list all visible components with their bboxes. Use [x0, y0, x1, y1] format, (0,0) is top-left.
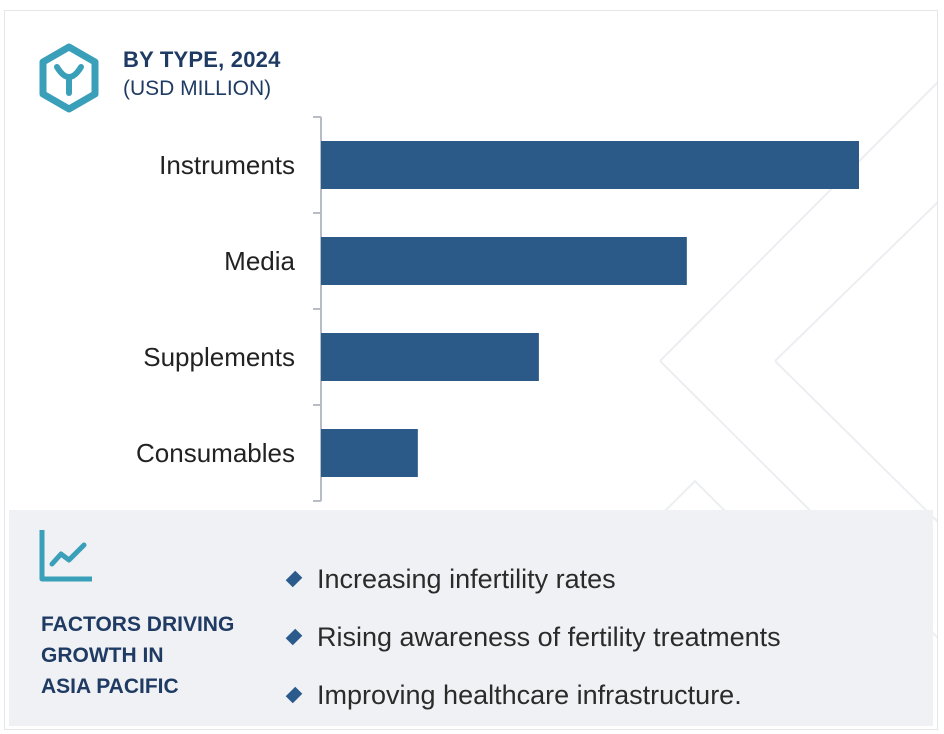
trend-chart-icon — [39, 530, 92, 582]
category-tick-label: Supplements — [143, 342, 295, 372]
bar — [321, 333, 539, 381]
category-tick-label: Instruments — [159, 150, 295, 180]
bar — [321, 429, 418, 477]
factors-heading-line: ASIA PACIFIC — [41, 675, 179, 698]
bar — [321, 141, 859, 189]
factors-heading-line: GROWTH IN — [41, 644, 164, 667]
factor-text: Increasing infertility rates — [317, 563, 616, 594]
category-tick-label: Media — [224, 246, 295, 276]
hexagon-y-logo-icon — [39, 43, 99, 113]
chart-title: BY TYPE, 2024 — [123, 47, 281, 72]
factors-heading: FACTORS DRIVING GROWTH IN ASIA PACIFIC — [41, 609, 261, 702]
diamond-bullet-icon — [285, 628, 303, 646]
diamond-bullet-icon — [285, 570, 303, 588]
diamond-bullet-icon — [285, 686, 303, 704]
bar-chart: Instruments Media Supplements Consumables — [136, 116, 859, 502]
factors-panel: FACTORS DRIVING GROWTH IN ASIA PACIFIC I… — [9, 510, 933, 726]
infographic-card: BY TYPE, 2024 (USD MILLION) Instruments M… — [4, 10, 938, 730]
chart-subtitle: (USD MILLION) — [123, 77, 272, 100]
factor-text: Improving healthcare infrastructure. — [317, 679, 742, 710]
factor-item: Increasing infertility rates — [285, 550, 781, 608]
factor-text: Rising awareness of fertility treatments — [317, 621, 781, 652]
factor-item: Improving healthcare infrastructure. — [285, 666, 781, 724]
factors-heading-line: FACTORS DRIVING — [41, 613, 235, 636]
bar — [321, 237, 687, 285]
factor-item: Rising awareness of fertility treatments — [285, 608, 781, 666]
factors-list: Increasing infertility rates Rising awar… — [285, 550, 781, 724]
category-tick-label: Consumables — [136, 438, 295, 468]
